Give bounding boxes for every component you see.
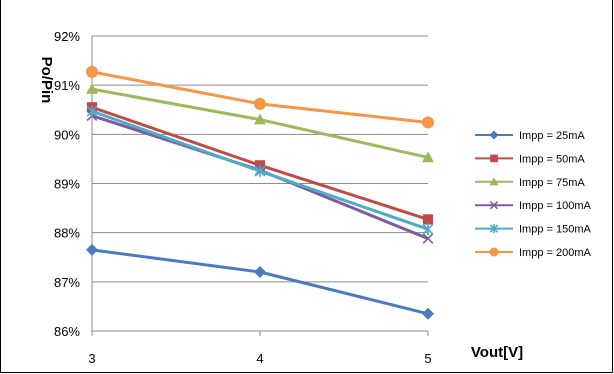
data-point bbox=[254, 165, 266, 178]
x-tick-label: 4 bbox=[256, 351, 263, 366]
data-point bbox=[422, 223, 434, 236]
y-tick-label: 91% bbox=[54, 78, 80, 93]
legend-label: Impp = 150mA bbox=[519, 224, 592, 236]
data-point bbox=[489, 201, 499, 210]
legend: Impp = 25mA Impp = 50mA Impp = 75mA Impp = … bbox=[475, 130, 592, 259]
legend-label: Impp = 25mA bbox=[519, 130, 585, 142]
data-point bbox=[422, 214, 434, 225]
legend-item: Impp = 50mA bbox=[475, 153, 585, 165]
y-tick-label: 92% bbox=[54, 29, 80, 44]
legend-label: Impp = 50mA bbox=[519, 153, 585, 165]
data-point bbox=[422, 233, 434, 244]
y-tick-label: 90% bbox=[54, 127, 80, 142]
legend-label: Impp = 100mA bbox=[519, 200, 592, 212]
x-tick-label: 5 bbox=[424, 351, 431, 366]
data-point bbox=[254, 97, 266, 110]
series-1 bbox=[86, 243, 434, 320]
series-3 bbox=[86, 83, 434, 163]
data-point bbox=[489, 224, 499, 234]
y-tick-label: 87% bbox=[54, 275, 80, 290]
series-5 bbox=[86, 105, 434, 236]
data-point bbox=[422, 307, 434, 320]
data-point bbox=[489, 247, 499, 257]
legend-item: Impp = 25mA bbox=[475, 130, 585, 142]
data-point bbox=[254, 113, 266, 125]
series-6 bbox=[86, 65, 434, 129]
data-point bbox=[86, 105, 98, 118]
data-point bbox=[86, 65, 98, 78]
series-group bbox=[86, 65, 434, 320]
x-axis-title: Vout[V] bbox=[471, 344, 523, 361]
y-tick-labels: 86% 87% 88% 89% 90% 91% 92% bbox=[54, 29, 80, 339]
x-tick-labels: 3 4 5 bbox=[88, 331, 432, 366]
legend-item: Impp = 75mA bbox=[475, 177, 585, 189]
data-point bbox=[489, 130, 499, 140]
legend-item: Impp = 100mA bbox=[475, 200, 592, 212]
y-tick-label: 88% bbox=[54, 226, 80, 241]
y-tick-label: 89% bbox=[54, 177, 80, 192]
data-point bbox=[254, 266, 266, 278]
data-point bbox=[86, 83, 98, 94]
legend-label: Impp = 75mA bbox=[519, 177, 585, 189]
data-point bbox=[422, 151, 434, 163]
legend-label: Impp = 200mA bbox=[519, 247, 592, 259]
y-axis-title: Po/Pin bbox=[38, 57, 55, 104]
legend-item: Impp = 200mA bbox=[475, 247, 592, 259]
data-point bbox=[86, 243, 98, 256]
legend-item: Impp = 150mA bbox=[475, 224, 592, 236]
data-point bbox=[489, 177, 499, 186]
y-tick-label: 86% bbox=[54, 324, 80, 339]
data-point bbox=[422, 116, 434, 129]
data-point bbox=[490, 154, 498, 163]
x-tick-label: 3 bbox=[88, 351, 95, 366]
